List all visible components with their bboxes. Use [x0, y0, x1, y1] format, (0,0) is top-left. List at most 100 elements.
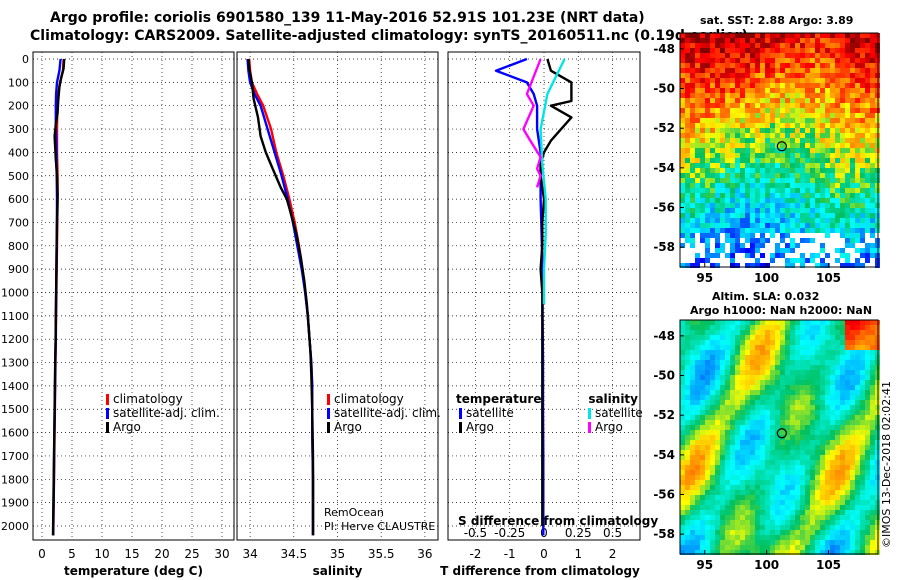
sdiff-tick-label: -0.5 — [464, 526, 487, 540]
sla-map-lat-label: -48 — [653, 329, 675, 343]
sst-map-lon-label: 100 — [754, 271, 779, 285]
temperature-tick-label: 25 — [184, 547, 199, 561]
salinity-legend-swatch — [327, 394, 330, 405]
sla-map-lat-label: -56 — [653, 488, 675, 502]
temperature-tick-label: 0 — [38, 547, 46, 561]
depth-tick-label: 0 — [22, 53, 29, 66]
diff-legend-label: Argo — [466, 420, 494, 434]
depth-tick-label: 100 — [8, 76, 29, 89]
imos-stamp: ©IMOS 13-Dec-2018 02:02:41 — [880, 381, 893, 548]
argo-float-marker — [776, 428, 787, 439]
diff-legend-salinity-title: salinity — [588, 392, 638, 406]
sla-map-lat-label: -52 — [653, 408, 675, 422]
tdiff-tick-label: 1 — [574, 547, 582, 561]
tdiff-tick-label: 0 — [540, 547, 548, 561]
chart-title-line1: Argo profile: coriolis 6901580_139 11-Ma… — [50, 10, 645, 26]
diff-legend-label: Argo — [595, 420, 623, 434]
difference-profile-series-s-satellite — [539, 58, 566, 305]
sst-map-frame — [679, 32, 879, 268]
salinity-legend-label: Argo — [334, 420, 362, 434]
depth-tick-label: 400 — [8, 146, 29, 159]
sst-map-lon-label: 95 — [696, 271, 713, 285]
depth-tick-label: 1500 — [1, 403, 29, 416]
depth-tick-label: 1900 — [1, 497, 29, 510]
sdiff-tick-label: 0.25 — [565, 526, 592, 540]
salinity-legend-label: climatology — [334, 392, 404, 406]
chart-title-line2: Climatology: CARS2009. Satellite-adjuste… — [30, 28, 748, 44]
temperature-legend-swatch — [106, 408, 109, 419]
temperature-tick-label: 5 — [68, 547, 76, 561]
depth-tick-label: 800 — [8, 240, 29, 253]
salinity-profile-xlabel: salinity — [313, 564, 363, 578]
salinity-legend-swatch — [327, 408, 330, 419]
depth-tick-label: 1200 — [1, 333, 29, 346]
sdiff-tick-label: 0.5 — [603, 526, 622, 540]
sst-map-lat-label: -50 — [653, 82, 675, 96]
depth-tick-label: 1800 — [1, 473, 29, 486]
salinity-legend-swatch — [327, 422, 330, 433]
tdiff-tick-label: -1 — [504, 547, 516, 561]
sla-map-frame — [679, 319, 879, 555]
depth-tick-label: 200 — [8, 100, 29, 113]
diff-legend-swatch — [588, 408, 591, 419]
sdiff-tick-label: -0.25 — [494, 526, 525, 540]
depth-tick-label: 1300 — [1, 357, 29, 370]
credit-line2: PI: Herve CLAUSTRE — [324, 520, 435, 533]
diff-legend-label: satellite — [595, 406, 643, 420]
temperature-legend-label: satellite-adj. clim. — [113, 406, 220, 420]
salinity-profile-series-argo — [247, 58, 315, 536]
temperature-legend-swatch — [106, 422, 109, 433]
temperature-profile-xlabel: temperature (deg C) — [64, 564, 203, 578]
diff-legend-temperature-title: temperature — [456, 392, 541, 406]
sla-map-lat-label: -58 — [653, 527, 675, 541]
depth-tick-label: 500 — [8, 170, 29, 183]
sla-map-lon-label: 105 — [816, 558, 841, 572]
temperature-legend-label: Argo — [113, 420, 141, 434]
temperature-profile-series-argo — [51, 58, 66, 536]
salinity-legend-label: satellite-adj. clim. — [334, 406, 441, 420]
sdiff-axis-label: S difference from climatology — [458, 514, 658, 528]
sla-map-lat-label: -54 — [653, 448, 675, 462]
diff-legend-swatch — [459, 408, 462, 419]
difference-profile-xlabel: T difference from climatology — [440, 564, 640, 578]
depth-tick-label: 300 — [8, 123, 29, 136]
temperature-tick-label: 15 — [124, 547, 139, 561]
sst-map-lat-label: -52 — [653, 121, 675, 135]
diff-legend-swatch — [459, 422, 462, 433]
difference-profile-series-t-argo — [539, 58, 573, 526]
temperature-legend-swatch — [106, 394, 109, 405]
temperature-tick-label: 20 — [154, 547, 169, 561]
sst-map-lon-label: 105 — [816, 271, 841, 285]
sla-map — [680, 320, 880, 555]
tdiff-tick-label: -2 — [469, 547, 481, 561]
depth-tick-label: 700 — [8, 216, 29, 229]
depth-tick-label: 1000 — [1, 286, 29, 299]
sst-map-lat-label: -58 — [653, 240, 675, 254]
difference-profile-series-s-argo — [522, 58, 542, 188]
sla-map-lat-label: -50 — [653, 369, 675, 383]
depth-tick-label: 900 — [8, 263, 29, 276]
sst-map-lat-label: -56 — [653, 201, 675, 215]
sst-map-title: sat. SST: 2.88 Argo: 3.89 — [700, 14, 854, 27]
salinity-profile-series-satellite-adj-clim- — [246, 58, 315, 536]
depth-tick-label: 1600 — [1, 427, 29, 440]
salinity-tick-label: 34 — [242, 547, 257, 561]
credit-line1: RemOcean — [324, 506, 384, 519]
depth-tick-label: 1100 — [1, 310, 29, 323]
depth-tick-label: 600 — [8, 193, 29, 206]
salinity-tick-label: 34.5 — [280, 547, 307, 561]
diff-legend-label: satellite — [466, 406, 514, 420]
difference-profile-series-t-satellite — [494, 57, 545, 536]
depth-tick-label: 2000 — [1, 520, 29, 533]
sla-map-lon-label: 100 — [754, 558, 779, 572]
tdiff-tick-label: 2 — [609, 547, 617, 561]
depth-tick-label: 1400 — [1, 380, 29, 393]
salinity-tick-label: 36 — [417, 547, 432, 561]
temperature-profile-frame — [32, 51, 235, 541]
temperature-tick-label: 30 — [214, 547, 229, 561]
temperature-legend-label: climatology — [113, 392, 183, 406]
sst-map-lat-label: -54 — [653, 161, 675, 175]
argo-float-marker — [776, 141, 787, 152]
salinity-tick-label: 35 — [330, 547, 345, 561]
salinity-tick-label: 35.5 — [368, 547, 395, 561]
